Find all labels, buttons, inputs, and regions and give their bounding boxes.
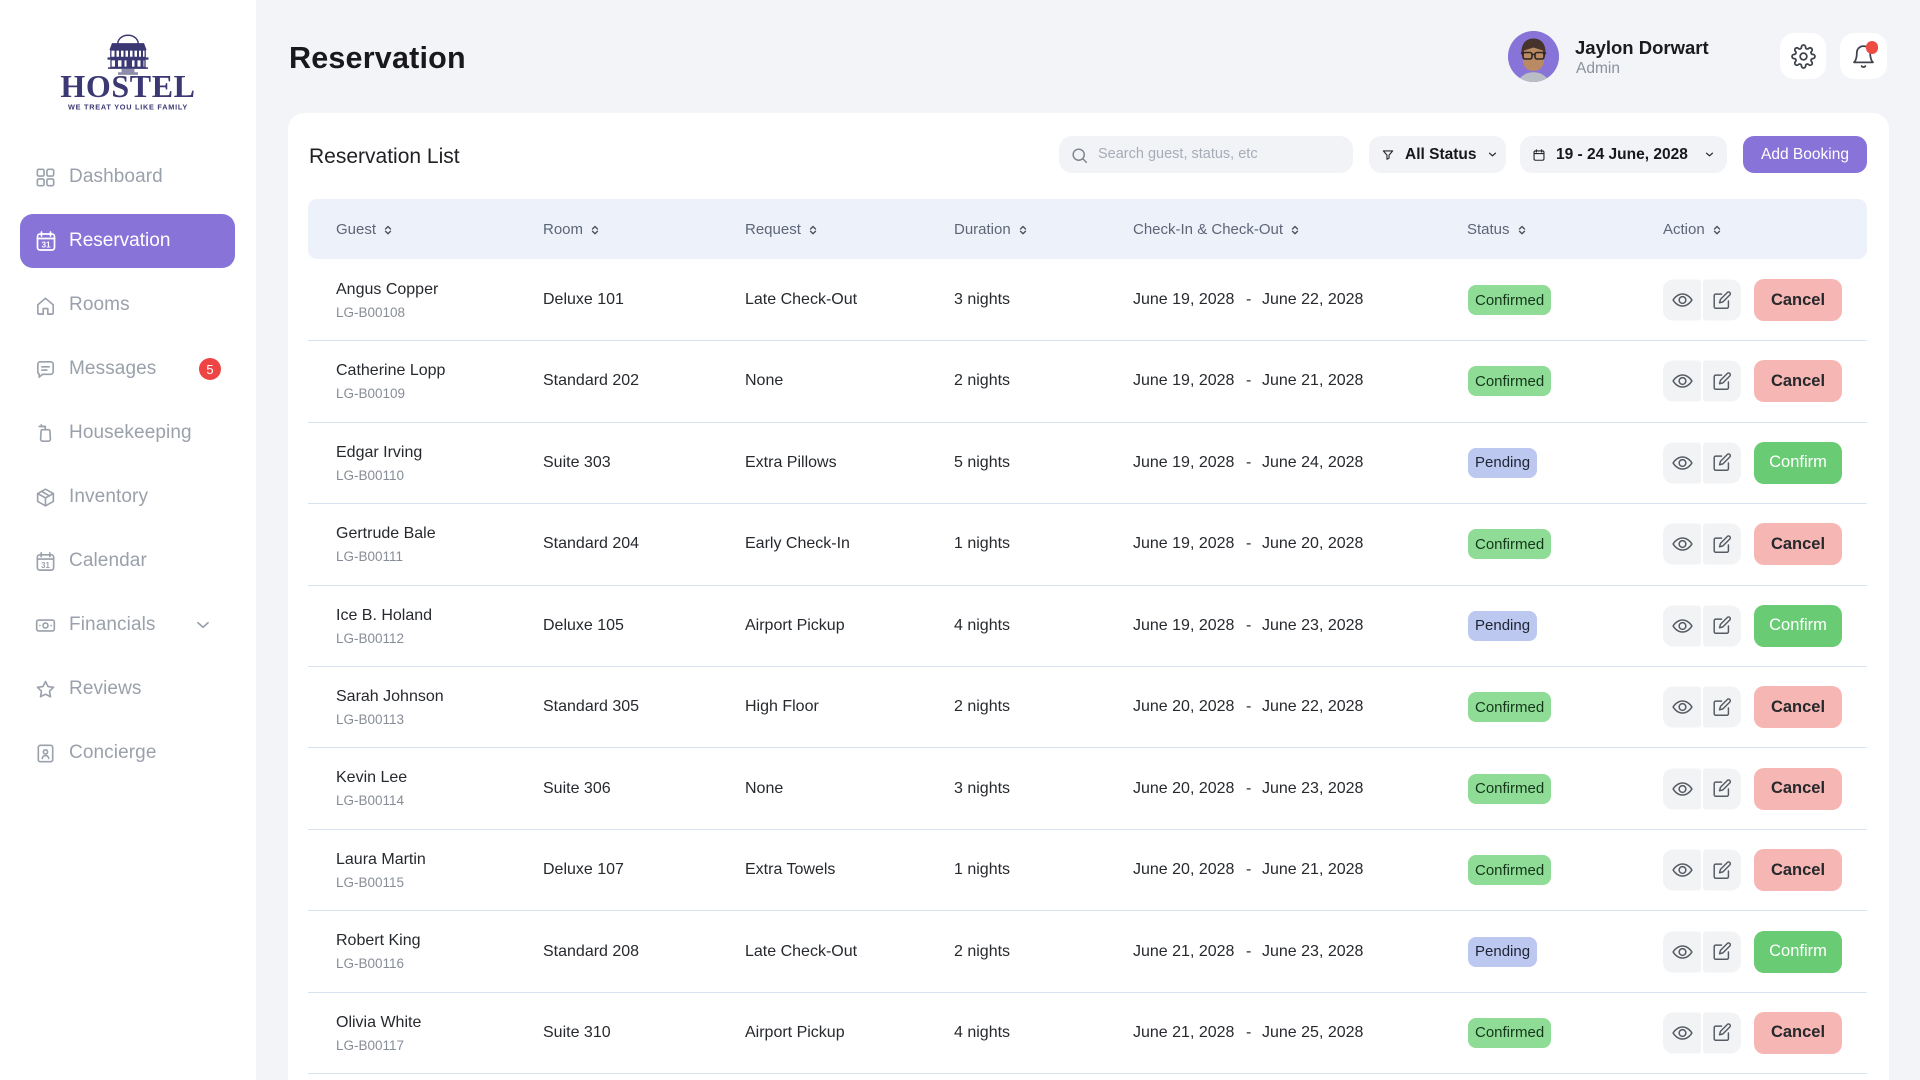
svg-text:31: 31 xyxy=(41,560,50,569)
svg-text:HOSTEL: HOSTEL xyxy=(60,68,195,104)
svg-text:WE TREAT YOU LIKE FAMILY: WE TREAT YOU LIKE FAMILY xyxy=(68,103,188,112)
svg-text:31: 31 xyxy=(41,241,51,250)
